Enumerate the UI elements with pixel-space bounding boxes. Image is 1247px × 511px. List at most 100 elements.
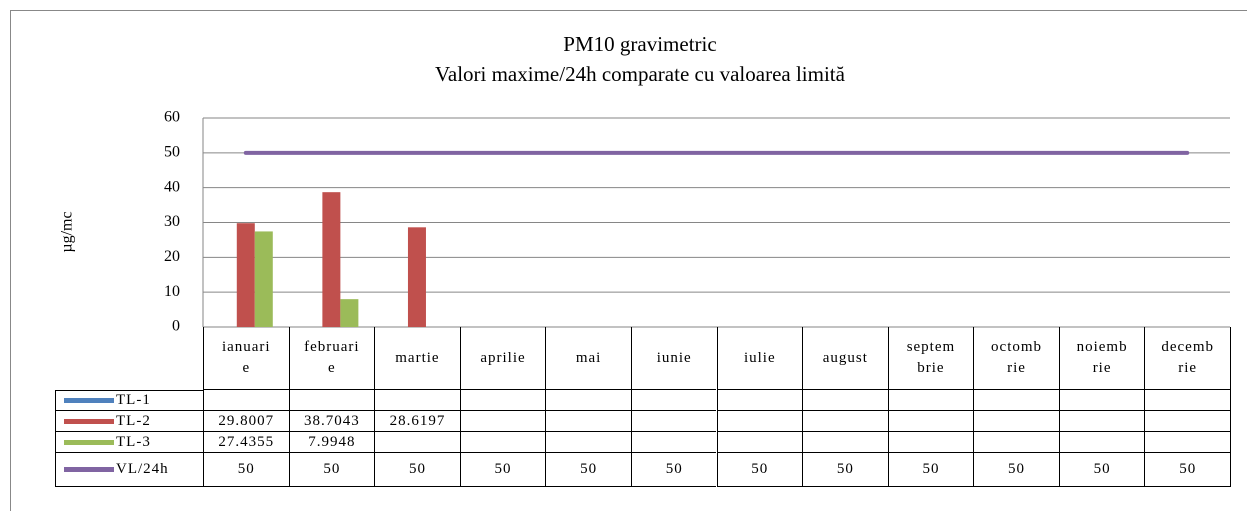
category-cell: ianuarie: [203, 327, 289, 390]
table-value: 29.8007: [203, 411, 289, 432]
legend-key: [64, 418, 114, 424]
category-cell: noiembrie: [1058, 327, 1145, 390]
legend-key: [64, 398, 114, 403]
table-cell: [374, 432, 460, 453]
table-cell: [545, 390, 631, 411]
x-tick-label: martie: [395, 349, 440, 366]
table-value: 50: [203, 453, 289, 487]
table-cell: [1144, 411, 1230, 432]
legend-cell: TL-1: [55, 390, 203, 411]
table-cell: [716, 390, 803, 411]
x-tick-label: ianuarie: [221, 339, 271, 376]
table-cell: [459, 390, 546, 411]
table-value: 50: [1144, 453, 1230, 487]
table-value: 28.6197: [374, 411, 460, 432]
category-cell: septembrie: [887, 327, 974, 390]
table-value: 50: [374, 453, 460, 487]
table-value: 50: [459, 453, 546, 487]
table-cell: [802, 411, 888, 432]
chart-border: [10, 10, 1247, 511]
table-cell: [716, 411, 803, 432]
table-value: 50: [887, 453, 974, 487]
category-cell: aprilie: [459, 327, 546, 390]
table-cell: [1144, 390, 1230, 411]
x-tick-label: noiembrie: [1076, 339, 1128, 376]
category-cell: august: [802, 327, 888, 390]
legend-label: VL/24h: [116, 461, 169, 477]
table-value: 50: [1058, 453, 1145, 487]
legend-cell: VL/24h: [55, 453, 203, 487]
table-value: 50: [630, 453, 717, 487]
legend-label: TL-3: [116, 433, 151, 450]
table-cell: [374, 390, 460, 411]
y-tick-label: 20: [164, 248, 180, 265]
table-cell: [1058, 432, 1145, 453]
table-value: 38.7043: [288, 411, 375, 432]
table-value: 27.4355: [203, 432, 289, 453]
y-tick-label: 0: [172, 318, 180, 335]
x-tick-label: august: [822, 349, 868, 366]
table-cell: [203, 390, 289, 411]
table-cell: [802, 390, 888, 411]
category-cell: decembrie: [1144, 327, 1230, 390]
x-tick-label: mai: [575, 349, 602, 366]
table-edge: [1230, 327, 1231, 487]
x-tick-label: iunie: [656, 349, 692, 366]
category-cell: iunie: [630, 327, 717, 390]
table-cell: [545, 432, 631, 453]
bar: [407, 227, 426, 327]
table-cell: [887, 411, 974, 432]
table-cell: [630, 432, 717, 453]
bar: [254, 231, 273, 327]
y-tick-label: 10: [164, 283, 180, 300]
bar: [236, 223, 255, 327]
table-cell: [802, 432, 888, 453]
y-tick-label: 40: [164, 178, 180, 195]
table-cell: [1144, 432, 1230, 453]
table-value: 50: [716, 453, 803, 487]
category-cell: martie: [374, 327, 460, 390]
table-value: 50: [288, 453, 375, 487]
table-cell: [1058, 411, 1145, 432]
bar: [322, 192, 341, 327]
x-tick-label: octombrie: [991, 339, 1043, 376]
bar: [340, 299, 359, 327]
table-cell: [545, 411, 631, 432]
y-axis-label: µg/mc: [59, 211, 76, 252]
category-cell: iulie: [716, 327, 803, 390]
legend-cell: TL-3: [55, 432, 203, 453]
legend-label: TL-2: [116, 412, 151, 429]
table-value: 50: [545, 453, 631, 487]
legend-cell: TL-2: [55, 411, 203, 432]
table-cell: [887, 390, 974, 411]
y-tick-label: 60: [164, 109, 180, 126]
category-cell: februarie: [288, 327, 375, 390]
table-cell: [716, 432, 803, 453]
y-tick-label: 50: [164, 144, 180, 161]
legend-label: TL-1: [116, 392, 151, 408]
x-tick-label: aprilie: [480, 349, 526, 366]
table-cell: [973, 411, 1059, 432]
chart-title: PM10 gravimetric: [563, 32, 716, 56]
y-tick-label: 30: [164, 213, 180, 230]
table-value: 50: [802, 453, 888, 487]
table-cell: [887, 432, 974, 453]
x-tick-label: septembrie: [906, 339, 956, 376]
table-value: 7.9948: [288, 432, 375, 453]
x-tick-label: februarie: [304, 339, 360, 376]
legend-key: [64, 467, 114, 472]
table-cell: [288, 390, 375, 411]
table-value: 50: [973, 453, 1059, 487]
chart-subtitle: Valori maxime/24h comparate cu valoarea …: [435, 62, 846, 86]
x-tick-label: decembrie: [1161, 339, 1214, 376]
table-cell: [459, 411, 546, 432]
table-cell: [1058, 390, 1145, 411]
category-cell: octombrie: [973, 327, 1059, 390]
table-cell: [630, 390, 717, 411]
x-tick-label: iulie: [743, 349, 776, 366]
category-cell: mai: [545, 327, 631, 390]
table-cell: [459, 432, 546, 453]
table-cell: [973, 432, 1059, 453]
